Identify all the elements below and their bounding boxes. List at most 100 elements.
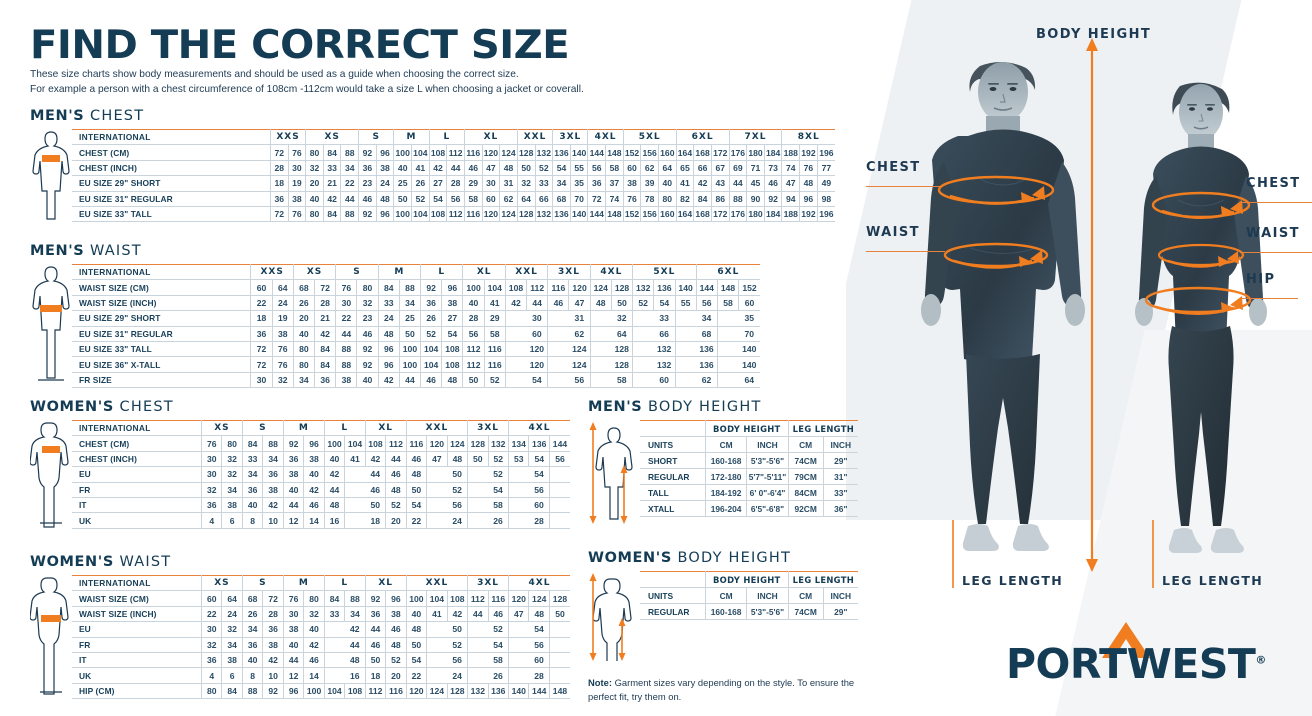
table-cell: 43	[711, 175, 730, 192]
table-cell: 80	[305, 206, 324, 223]
table-cell: 56	[462, 326, 485, 342]
size-header-xl: XL	[462, 263, 506, 281]
table-cell: 60	[653, 372, 676, 389]
table-cell: 116	[464, 144, 483, 161]
table-cell: 76	[335, 279, 358, 296]
table-cell: 48	[378, 326, 400, 342]
table-cell: 144	[696, 279, 718, 296]
table-cell: 128	[517, 206, 536, 223]
unit-header: INCH	[823, 587, 858, 604]
table-cell: 48	[344, 652, 366, 669]
table-cell: 36	[270, 191, 289, 207]
table-cell: 48	[447, 451, 469, 468]
table-cell: 19	[272, 310, 294, 327]
table-cell: 88	[340, 144, 360, 161]
table-cell	[505, 372, 527, 389]
table-cell: 160	[658, 144, 677, 161]
table-row: IT 36 38 40 42 44 46 48 50 52 54 56 58 60	[72, 652, 570, 669]
table-cell: 26	[488, 512, 510, 529]
size-header-l: L	[324, 574, 366, 592]
table-cell: 22	[335, 310, 358, 327]
table-cell: 37	[605, 175, 624, 192]
table-cell: 144	[587, 144, 607, 161]
table-cell: 24	[378, 310, 400, 327]
table-cell: 41	[344, 451, 366, 468]
table-cell: 47	[508, 606, 530, 623]
table-cell: 48	[376, 191, 395, 207]
table-cell: 132	[535, 206, 554, 223]
table-cell: 52	[411, 191, 430, 207]
table-cell: 56	[549, 451, 570, 468]
table-cell: 136	[488, 683, 510, 700]
womens-chest-table: INTERNATIONAL XS S M L XL XXL 3XL 4XL CHEST (CM) 7…	[72, 419, 570, 529]
table-cell: 50	[447, 466, 469, 483]
table-cell: 164	[676, 206, 695, 223]
table-cell: 32	[303, 606, 325, 623]
size-header-5xl: 5XL	[623, 128, 677, 146]
table-cell: 168	[693, 206, 712, 223]
table-cell: 60	[250, 279, 273, 296]
section-mens-chest: MEN'S CHEST INTERNATIONAL XXS XS S M L XL XXL 3X…	[30, 108, 835, 223]
table-cell: 46	[303, 652, 325, 669]
table-cell: 44	[324, 482, 346, 498]
size-header-xs: XS	[201, 574, 243, 592]
table-cell: 18	[365, 512, 387, 529]
table-cell: 104	[420, 356, 443, 373]
table-cell: 104	[426, 590, 448, 607]
table-cell: 66	[653, 326, 676, 342]
table-cell: 86	[711, 191, 730, 207]
section-heading-mens-waist: MEN'S WAIST	[30, 243, 760, 259]
table-cell: 35	[570, 175, 589, 192]
unit-header: INCH	[823, 436, 858, 453]
table-cell: 33	[242, 451, 264, 468]
table-cell: 96	[376, 144, 395, 161]
size-header-xxl: XXL	[406, 574, 469, 592]
table-row: UK 4 6 8 10 12 14 16 18 20 22 24 26 28	[72, 667, 570, 684]
mens-waist-table: INTERNATIONAL XXS XS S M L XL XXL 3XL 4XL 5XL 6XL WA…	[72, 263, 760, 389]
table-cell	[467, 497, 489, 514]
table-cell: 24	[272, 295, 294, 312]
table-cell: 72	[314, 279, 337, 296]
table-cell: 40	[303, 466, 325, 483]
table-cell: 64	[738, 372, 760, 389]
section-mens-body-height: MEN'S BODY HEIGHT BODY HEIGHT LEG LENGTH U…	[588, 399, 858, 524]
table-cell: 32	[221, 451, 243, 468]
table-cell: 40	[242, 652, 264, 669]
table-row: TALL 184-192 6' 0"-6'4" 84CM 33"	[640, 484, 858, 501]
table-cell: 52	[447, 637, 469, 653]
table-cell: 48	[406, 466, 428, 483]
table-cell: 116	[406, 435, 428, 452]
size-header-3xl: 3XL	[467, 574, 510, 592]
table-cell: 19	[288, 175, 307, 192]
table-cell: 168	[693, 144, 712, 161]
table-cell: 98	[817, 191, 835, 207]
table-cell: 64	[658, 160, 677, 177]
row-label: WAIST SIZE (CM)	[72, 590, 202, 607]
table-cell: 16	[324, 512, 346, 529]
table-cell: 44	[335, 326, 358, 342]
table-cell: 33	[323, 160, 342, 177]
leader-line-women-waist	[1240, 252, 1312, 254]
table-cell: 100	[303, 683, 325, 700]
size-header-8xl: 8XL	[781, 128, 835, 146]
table-cell: 176	[729, 206, 748, 223]
male-height-icon	[588, 420, 640, 524]
table-cell: 41	[676, 175, 695, 192]
size-header-4xl: 4XL	[590, 263, 634, 281]
table-cell: 49	[817, 175, 835, 192]
table-cell: 76	[272, 341, 294, 358]
table-cell: 148	[605, 206, 624, 223]
table-cell: 120	[526, 341, 549, 358]
table-row: SHORT 160-168 5'3"-5'6" 74CM 29"	[640, 452, 858, 469]
table-cell: 66	[535, 191, 554, 207]
table-cell: 33	[324, 606, 346, 623]
table-cell: 52	[385, 652, 407, 669]
table-cell: 104	[411, 206, 430, 223]
table-cell: 80	[293, 356, 316, 373]
section-heading-womens-waist: WOMEN'S WAIST	[30, 554, 570, 570]
heading-bold: WOMEN'S	[588, 550, 672, 566]
table-cell	[505, 326, 527, 342]
table-cell: 112	[385, 435, 407, 452]
table-cell: 24	[447, 667, 469, 684]
table-cell: 46	[365, 482, 387, 498]
